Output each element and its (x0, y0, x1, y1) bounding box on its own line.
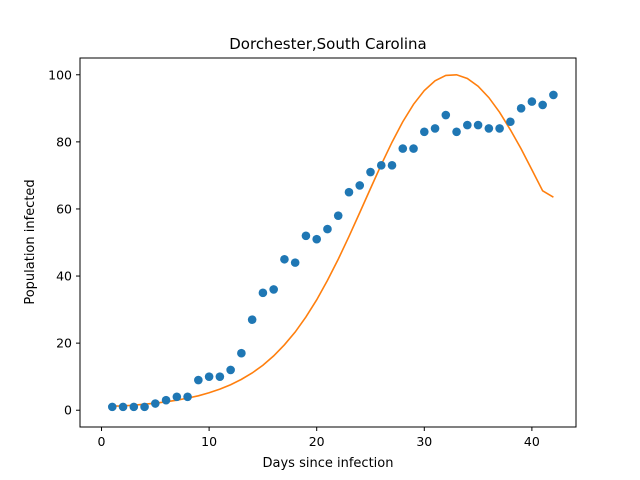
data-point (538, 100, 547, 110)
data-point (194, 375, 203, 385)
data-point (452, 127, 461, 137)
data-point (516, 104, 526, 113)
y-tick-label: 20 (56, 336, 72, 351)
data-point (355, 181, 365, 190)
data-point (161, 395, 171, 405)
data-point (420, 127, 429, 137)
x-tick-label: 30 (416, 434, 432, 449)
x-tick-label: 20 (309, 434, 325, 449)
data-point (409, 144, 418, 153)
data-point (387, 161, 397, 170)
data-point (183, 392, 192, 402)
data-point (258, 288, 268, 298)
data-point (441, 110, 451, 120)
y-tick-label: 60 (56, 201, 72, 216)
data-point (344, 187, 354, 197)
data-point (495, 124, 504, 133)
chart-title: Dorchester,South Carolina (229, 35, 426, 53)
data-point (226, 365, 235, 375)
y-tick-label: 80 (56, 134, 72, 149)
data-point (140, 402, 149, 412)
plot-area (107, 73, 558, 412)
x-tick-label: 40 (524, 434, 540, 449)
data-point (280, 254, 289, 264)
data-point (323, 224, 332, 234)
y-axis-label: Population infected (23, 179, 38, 304)
data-point (506, 117, 515, 127)
x-tick-label: 10 (201, 434, 217, 449)
y-tick-label: 0 (64, 403, 72, 418)
x-tick-label: 0 (98, 434, 106, 449)
data-point (237, 348, 246, 358)
y-axis: 0 20 40 60 80 100 (48, 67, 80, 418)
data-point (549, 90, 558, 100)
data-point (527, 97, 537, 106)
data-point (172, 392, 182, 402)
data-point (204, 372, 214, 381)
x-axis: 0 10 20 30 40 (98, 427, 540, 449)
data-point (398, 144, 408, 153)
x-axis-label: Days since infection (263, 456, 394, 471)
data-point (484, 124, 494, 133)
data-point (366, 167, 375, 177)
data-point (151, 399, 160, 408)
data-point (333, 211, 343, 220)
data-point (215, 372, 225, 381)
data-point (107, 402, 117, 412)
data-point (129, 402, 139, 412)
data-point (376, 161, 386, 170)
data-point (463, 120, 472, 130)
data-point (290, 258, 300, 267)
data-point (247, 315, 257, 324)
data-point (473, 120, 483, 130)
data-point (301, 231, 311, 241)
data-point (118, 402, 128, 412)
data-point (269, 285, 278, 294)
y-tick-label: 40 (56, 269, 72, 284)
axes-frame (79, 57, 577, 428)
y-tick-label: 100 (48, 67, 72, 82)
data-point (430, 124, 440, 133)
data-point (312, 234, 322, 244)
